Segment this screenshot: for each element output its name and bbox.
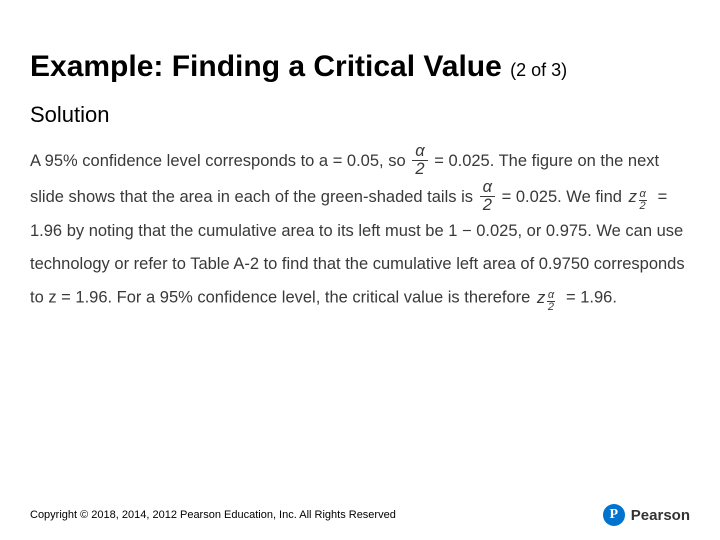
z-sub-alpha-over-2: z α2 — [537, 281, 560, 315]
z-sub-alpha-over-2: z α2 — [629, 180, 652, 214]
solution-heading: Solution — [30, 102, 690, 128]
body-text-3: = 0.025. We find — [502, 188, 627, 206]
pearson-logo: P Pearson — [603, 504, 690, 526]
alpha-over-2-fraction: α 2 — [412, 143, 427, 179]
title-pager: (2 of 3) — [510, 60, 567, 80]
footer: Copyright © 2018, 2014, 2012 Pearson Edu… — [30, 504, 690, 526]
fraction-numerator: α — [480, 179, 495, 197]
page-title: Example: Finding a Critical Value (2 of … — [30, 50, 690, 84]
copyright-text: Copyright © 2018, 2014, 2012 Pearson Edu… — [30, 509, 396, 521]
alpha-over-2-fraction: α 2 — [480, 179, 495, 215]
pearson-logo-icon: P — [603, 504, 625, 526]
body-text-5: = 1.96. — [566, 289, 617, 307]
sub-den: 2 — [639, 201, 647, 212]
body-text-1: A 95% confidence level corresponds to a … — [30, 152, 410, 170]
fraction-numerator: α — [412, 143, 427, 161]
title-main: Example: Finding a Critical Value — [30, 50, 510, 83]
slide: Example: Finding a Critical Value (2 of … — [0, 0, 720, 540]
pearson-logo-text: Pearson — [631, 507, 690, 524]
body-paragraph: A 95% confidence level corresponds to a … — [30, 144, 690, 315]
fraction-denominator: 2 — [480, 197, 495, 214]
sub-den: 2 — [547, 302, 555, 313]
fraction-denominator: 2 — [412, 161, 427, 178]
